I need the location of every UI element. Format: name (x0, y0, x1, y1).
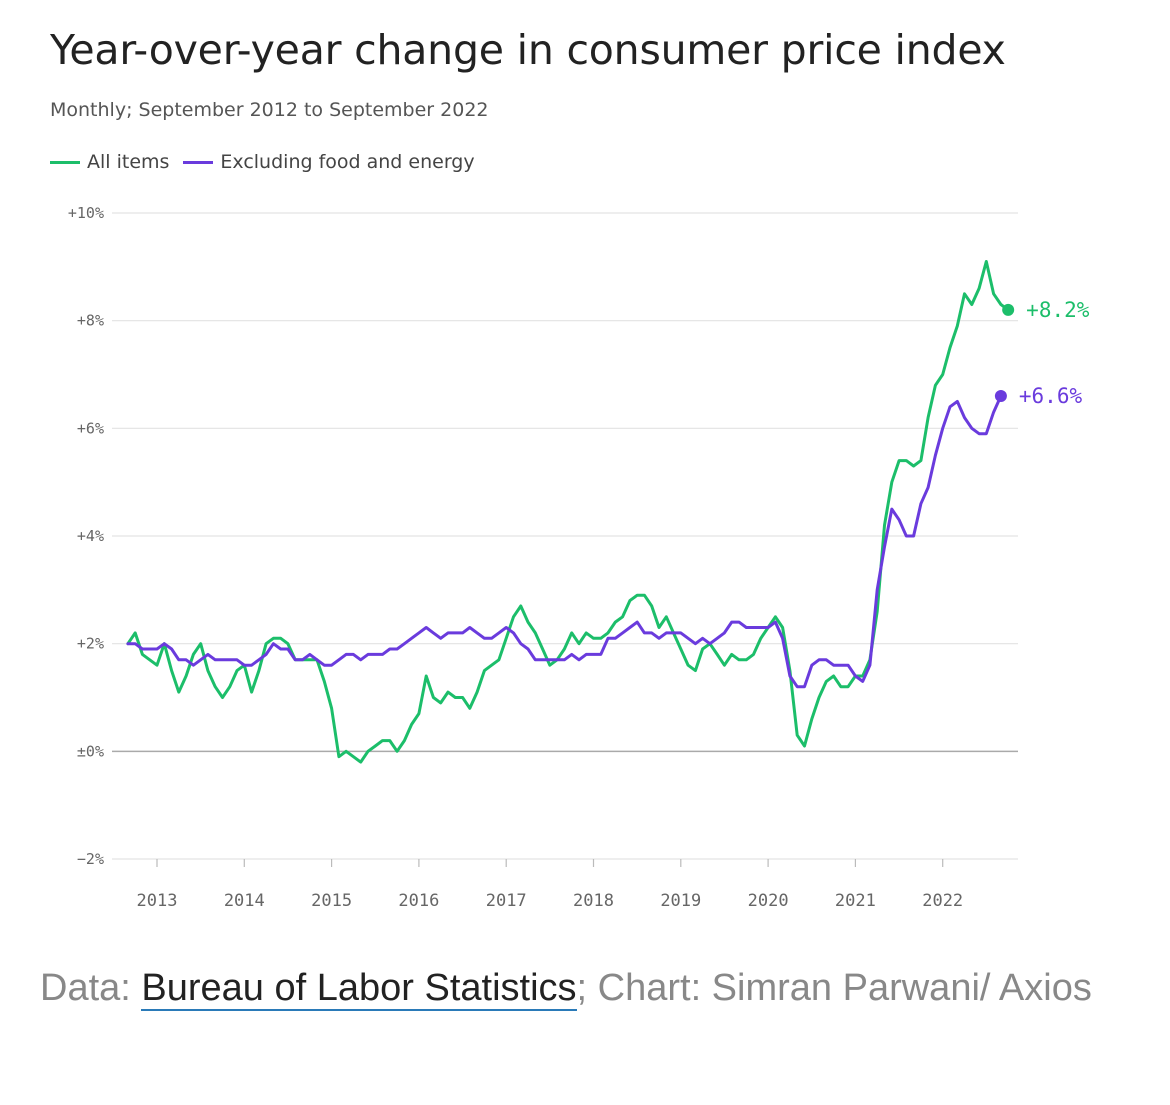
source-link[interactable]: Bureau of Labor Statistics (141, 967, 577, 1011)
series-endpoint-1 (994, 390, 1007, 403)
x-tick-label: 2022 (922, 891, 963, 911)
x-tick-label: 2013 (137, 891, 178, 911)
x-tick-label: 2014 (224, 891, 265, 911)
legend-swatch-all-items (50, 160, 80, 164)
x-tick-label: 2016 (398, 891, 439, 911)
chart-title: Year-over-year change in consumer price … (50, 26, 1006, 74)
x-tick-label: 2020 (748, 891, 789, 911)
x-tick-label: 2019 (660, 891, 701, 911)
chart-subtitle: Monthly; September 2012 to September 202… (50, 99, 489, 121)
series-line-0 (126, 260, 1010, 764)
series-end-label-1: +6.6% (1019, 384, 1083, 408)
tick-layer: +10% +8% +6% +4% +2% ±0% −2% 2013 2014 2015 2016 20… (68, 204, 963, 911)
x-tick-label: 2015 (311, 891, 352, 911)
y-tick-label: +8% (77, 312, 104, 330)
legend: All items Excluding food and energy (50, 151, 489, 173)
footer-prefix: Data: (40, 967, 142, 1009)
x-tick-label: 2021 (835, 891, 876, 911)
legend-item-core: Excluding food and energy (183, 151, 475, 173)
series-end-label-0: +8.2% (1026, 298, 1090, 322)
legend-swatch-core (183, 160, 214, 164)
series-line-1 (126, 394, 1003, 689)
series-layer: +8.2% +6.6% (126, 260, 1090, 764)
grid-layer (112, 212, 1018, 860)
footer-credit: Data: Bureau of Labor Statistics; Chart:… (40, 955, 1120, 1021)
series-endpoint-0 (1002, 303, 1015, 316)
y-tick-label: +6% (77, 419, 104, 437)
line-chart: +10% +8% +6% +4% +2% ±0% −2% 2013 2014 2015 2016 20… (68, 204, 1090, 911)
y-tick-label: −2% (77, 850, 104, 868)
y-tick-label: ±0% (77, 742, 104, 760)
legend-item-all-items: All items (50, 151, 169, 173)
y-tick-label: +4% (77, 527, 104, 545)
legend-label-core: Excluding food and energy (220, 151, 475, 173)
legend-label-all-items: All items (87, 151, 170, 173)
x-tick-label: 2018 (573, 891, 614, 911)
y-tick-label: +2% (77, 635, 104, 653)
y-tick-label: +10% (68, 204, 104, 222)
x-tick-label: 2017 (486, 891, 527, 911)
footer-suffix: ; Chart: Simran Parwani/ Axios (576, 967, 1092, 1009)
